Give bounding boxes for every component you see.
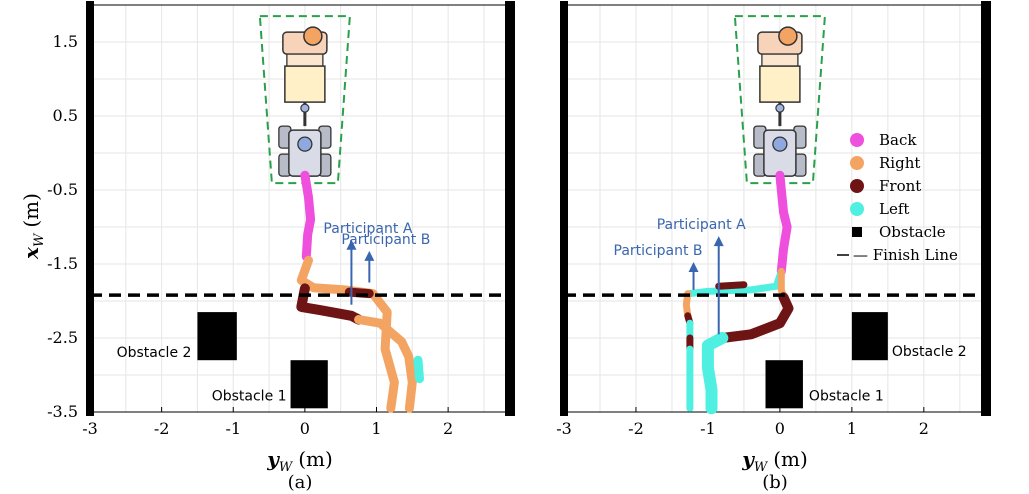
wall-left	[86, 1, 94, 416]
x-tick-label: 1	[847, 419, 857, 438]
obstacle-1	[851, 312, 888, 361]
obstacle-label: Obstacle 2	[892, 344, 967, 360]
annotation-arrowhead	[688, 262, 699, 272]
x-axis-title-a: yW (m)	[266, 447, 333, 475]
x-tick-label: -2	[628, 419, 644, 438]
panel-a: -3 -2 -1 0 1 2 1.5 0.5 -0.5 -1.5 -2.5 -3.5 Obstacle …	[47, 1, 515, 438]
annotation-arrowhead	[713, 236, 724, 247]
x-tick-label: -3	[556, 419, 572, 438]
obstacle-2	[290, 360, 328, 409]
robot-footprint	[258, 15, 351, 185]
legend-marker	[850, 202, 864, 216]
trajectory-back	[300, 170, 316, 262]
annotation-arrowhead	[346, 239, 357, 250]
y-tick-label: -0.5	[47, 180, 78, 199]
trajectory-front	[717, 292, 794, 343]
trajectory-right	[682, 290, 692, 320]
legend-item-label: Right	[879, 154, 920, 172]
x-tick-label: -1	[700, 419, 716, 438]
legend-item-label: Back	[879, 131, 917, 149]
panel-label-a: (a)	[288, 472, 313, 493]
obstacle-label: Obstacle 1	[212, 388, 287, 404]
wall-left	[560, 1, 568, 416]
obstacle-1	[197, 312, 237, 361]
y-tick-label: -2.5	[47, 328, 78, 347]
y-tick-label: -1.5	[47, 254, 78, 273]
obstacle-label: Obstacle 2	[117, 345, 192, 361]
obstacle-2	[765, 360, 803, 409]
x-tick-label: 0	[775, 419, 785, 438]
legend-item-label: Front	[879, 177, 921, 195]
legend-marker	[850, 156, 864, 170]
legend-marker	[852, 227, 862, 237]
annotation-label: Participant B	[341, 232, 430, 248]
robot-hopper-mid	[761, 53, 799, 67]
robot-cargo-box	[284, 65, 326, 103]
robot-beacon	[303, 26, 323, 46]
wall-right	[981, 1, 991, 416]
robot-hopper-mid	[286, 53, 324, 67]
annotation-label: Participant A	[657, 217, 746, 233]
robot-hitch-joint	[300, 103, 310, 113]
x-tick-label: 1	[371, 419, 381, 438]
trajectory-back	[775, 170, 792, 276]
legend-marker	[850, 179, 864, 193]
trajectory-left	[413, 355, 424, 384]
x-axis-title-b: yW (m)	[741, 447, 808, 475]
robot-footprint	[733, 15, 826, 185]
trajectory-front	[296, 283, 364, 325]
robot-sensor	[297, 136, 313, 152]
annotation-label: Participant A	[323, 221, 412, 237]
y-axis-title: xW(m)	[19, 193, 47, 260]
robot-sensor	[772, 136, 788, 152]
x-tick-label: 2	[443, 419, 453, 438]
annotation-label: Participant B	[614, 243, 703, 259]
y-tick-label: 0.5	[53, 106, 78, 125]
x-tick-label: -3	[82, 419, 98, 438]
robot-hitch-joint	[775, 103, 785, 113]
legend: Back Right Front Left Obstacle — Finish Line	[837, 131, 958, 264]
y-tick-label: 1.5	[53, 32, 78, 51]
legend-item-label: — Finish Line	[853, 246, 958, 264]
trajectory-front	[715, 281, 748, 290]
robot-beacon	[778, 26, 798, 46]
trajectory-right	[354, 315, 417, 413]
panel-b: -3 -2 -1 0 1 2 Obstacle 2 Obstacle 1 Participant…	[556, 1, 991, 438]
legend-item-label: Left	[879, 200, 909, 218]
robot-cargo-box	[759, 65, 801, 103]
x-tick-label: 2	[919, 419, 929, 438]
legend-item-label: Obstacle	[879, 223, 946, 241]
x-tick-label: -2	[154, 419, 170, 438]
wall-right	[505, 1, 515, 416]
x-tick-label: -1	[225, 419, 241, 438]
annotation-arrowhead	[364, 250, 375, 261]
panel-label-b: (b)	[762, 472, 788, 493]
obstacle-label: Obstacle 1	[809, 388, 884, 404]
trajectory-left	[701, 332, 729, 415]
legend-marker	[850, 133, 864, 147]
y-tick-label: -3.5	[47, 402, 78, 421]
x-tick-label: 0	[300, 419, 310, 438]
